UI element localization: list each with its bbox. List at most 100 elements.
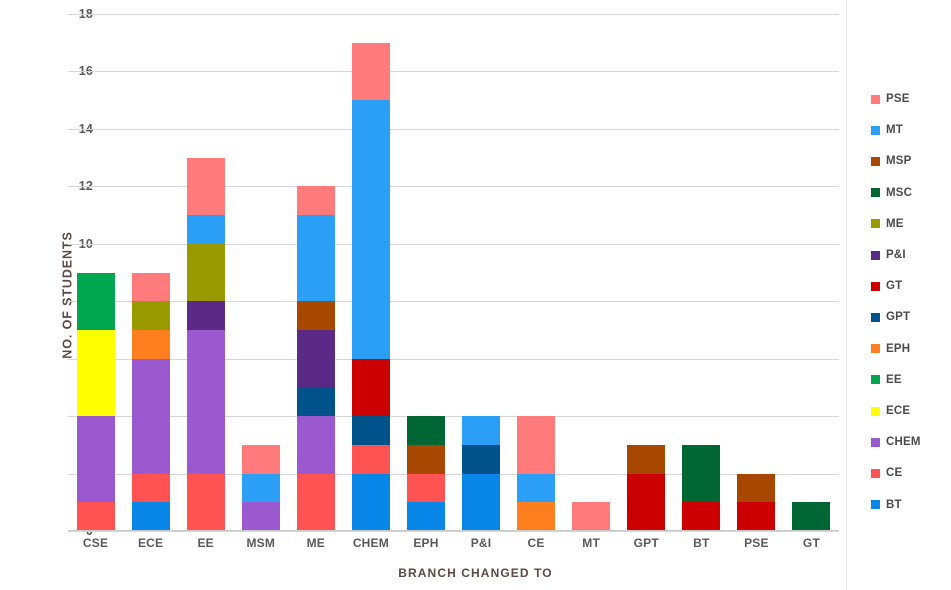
bar-segment-ce[interactable] [406, 473, 445, 503]
gridline [68, 186, 839, 188]
x-axis-title: BRANCH CHANGED TO [398, 566, 553, 580]
x-tick-label: ME [306, 536, 326, 550]
bar-segment-ce[interactable] [76, 502, 115, 531]
bar-segment-msp[interactable] [406, 444, 445, 474]
bar-eph[interactable] [406, 14, 445, 531]
legend-item-ee[interactable]: EE [871, 374, 902, 386]
bar-segment-gt[interactable] [737, 502, 776, 531]
bar-segment-mt[interactable] [351, 100, 390, 359]
bar-segment-chem[interactable] [296, 416, 335, 474]
legend-label: EPH [886, 342, 911, 355]
bar-chem[interactable] [351, 14, 390, 531]
legend-item-ece[interactable]: ECE [871, 405, 910, 417]
bar-segment-chem[interactable] [241, 502, 280, 531]
bar-segment-ce[interactable] [296, 473, 335, 531]
legend-item-gt[interactable]: GT [871, 280, 902, 292]
legend-item-chem[interactable]: CHEM [871, 436, 921, 448]
bar-segment-chem[interactable] [131, 358, 170, 474]
bar-me[interactable] [296, 14, 335, 531]
bar-segment-pse[interactable] [186, 157, 225, 216]
bar-segment-msc[interactable] [406, 416, 445, 445]
bar-segment-mt[interactable] [462, 416, 501, 445]
legend-item-pse[interactable]: PSE [871, 93, 910, 105]
legend-label: MT [886, 124, 904, 137]
bar-segment-gpt[interactable] [351, 416, 390, 445]
legend-item-bt[interactable]: BT [871, 499, 902, 511]
bar-segment-msp[interactable] [296, 301, 335, 330]
bar-segment-pse[interactable] [517, 416, 556, 474]
bar-segment-pse[interactable] [572, 502, 611, 531]
gridline [68, 473, 839, 475]
bar-segment-ece[interactable] [76, 329, 115, 417]
legend-swatch-icon [871, 312, 880, 322]
bar-pse[interactable] [737, 14, 776, 531]
bar-ece[interactable] [131, 14, 170, 531]
bar-segment-eph[interactable] [131, 329, 170, 359]
x-tick-label: CE [527, 536, 545, 550]
bar-segment-gt[interactable] [627, 473, 666, 531]
legend-item-eph[interactable]: EPH [871, 343, 910, 355]
legend-item-me[interactable]: ME [871, 218, 904, 230]
bar-segment-gt[interactable] [351, 358, 390, 417]
bar-segment-chem[interactable] [76, 416, 115, 503]
legend-item-msp[interactable]: MSP [871, 155, 912, 167]
bar-p-i[interactable] [462, 14, 501, 531]
legend-swatch-icon [871, 188, 880, 198]
bar-segment-pse[interactable] [241, 444, 280, 474]
bar-segment-mt[interactable] [186, 215, 225, 244]
gridline [68, 243, 839, 245]
bar-segment-pse[interactable] [351, 42, 390, 101]
gridline [68, 358, 839, 360]
bar-segment-msc[interactable] [682, 444, 721, 503]
bar-segment-pse[interactable] [131, 272, 170, 302]
gridline [68, 14, 839, 15]
bar-segment-msc[interactable] [792, 502, 831, 531]
bar-segment-p-i[interactable] [186, 301, 225, 330]
legend-swatch-icon [871, 437, 880, 447]
bar-segment-gt[interactable] [682, 502, 721, 531]
x-tick-label: MSM [246, 536, 276, 550]
legend-item-ce[interactable]: CE [871, 467, 902, 479]
bar-mt[interactable] [572, 14, 611, 531]
bar-bt[interactable] [682, 14, 721, 531]
legend-swatch-icon [871, 406, 880, 416]
gridline [68, 128, 839, 130]
bar-segment-ce[interactable] [186, 473, 225, 531]
bar-segment-gpt[interactable] [296, 387, 335, 417]
bar-segment-chem[interactable] [186, 329, 225, 474]
bar-segment-mt[interactable] [517, 473, 556, 503]
bar-ce[interactable] [517, 14, 556, 531]
bar-segment-msp[interactable] [737, 473, 776, 503]
bar-segment-bt[interactable] [462, 473, 501, 531]
bar-cse[interactable] [76, 14, 115, 531]
bar-segment-bt[interactable] [131, 502, 170, 531]
bar-msm[interactable] [241, 14, 280, 531]
bar-segment-bt[interactable] [351, 473, 390, 531]
bar-segment-pse[interactable] [296, 186, 335, 216]
bar-segment-me[interactable] [186, 243, 225, 302]
bar-segment-me[interactable] [131, 301, 170, 330]
bar-segment-mt[interactable] [241, 473, 280, 503]
legend-swatch-icon [871, 156, 880, 166]
bar-gt[interactable] [792, 14, 831, 531]
bar-segment-msp[interactable] [627, 444, 666, 474]
legend-label: MSC [886, 186, 913, 199]
bar-segment-ce[interactable] [351, 444, 390, 474]
gridline [68, 531, 839, 532]
bar-segment-gpt[interactable] [462, 444, 501, 474]
legend-item-p-i[interactable]: P&I [871, 249, 906, 261]
legend-item-mt[interactable]: MT [871, 124, 903, 136]
x-tick-label: GT [802, 536, 820, 550]
legend-item-gpt[interactable]: GPT [871, 311, 910, 323]
bar-segment-ce[interactable] [131, 473, 170, 503]
legend-swatch-icon [871, 344, 880, 354]
gridline [68, 71, 839, 73]
bar-segment-ee[interactable] [76, 272, 115, 330]
bar-gpt[interactable] [627, 14, 666, 531]
legend-item-msc[interactable]: MSC [871, 187, 912, 199]
bar-segment-mt[interactable] [296, 215, 335, 302]
bar-segment-eph[interactable] [517, 502, 556, 531]
bar-segment-p-i[interactable] [296, 329, 335, 388]
bar-ee[interactable] [186, 14, 225, 531]
bar-segment-bt[interactable] [406, 502, 445, 531]
